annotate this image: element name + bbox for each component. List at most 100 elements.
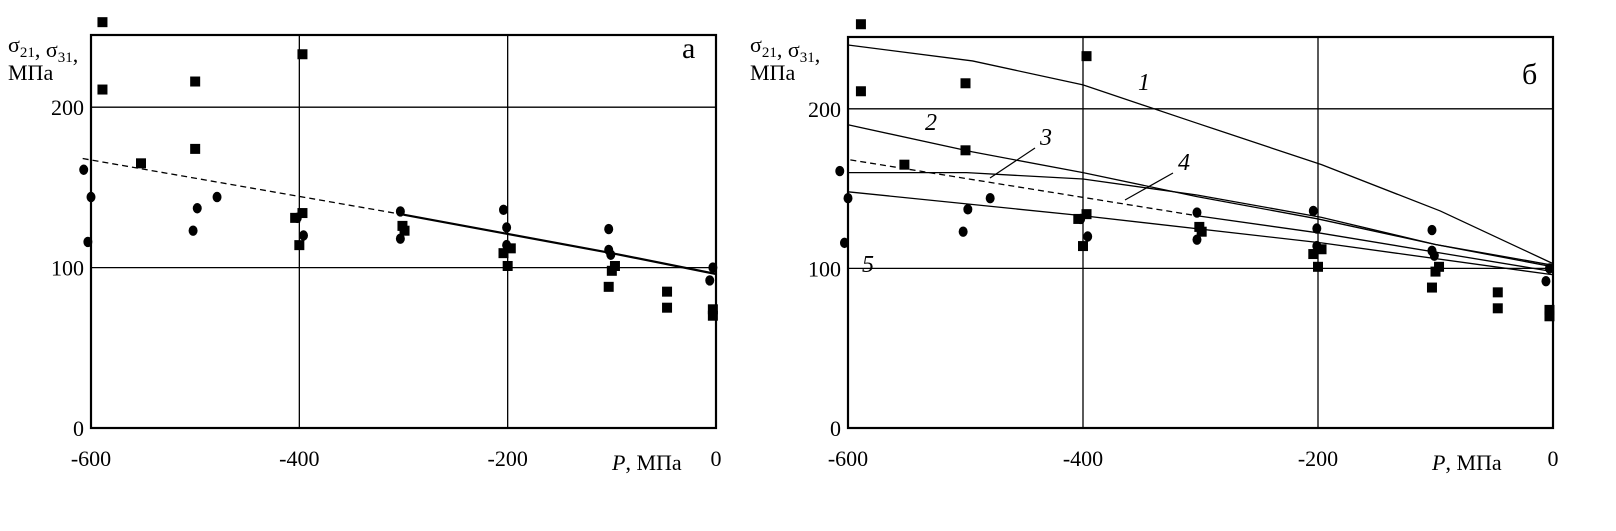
data-point-square: [707, 304, 718, 315]
y-axis-label: σ21, σ31,: [8, 32, 78, 67]
data-point-square: [505, 243, 516, 254]
data-point-square: [1492, 287, 1503, 298]
data-point-circle: [1541, 275, 1551, 287]
y-tick-label: 200: [51, 95, 84, 120]
label-part: ,: [777, 37, 788, 62]
data-point-square: [136, 158, 146, 169]
data-point-square: [1078, 241, 1088, 252]
x-tick-label: 0: [1548, 446, 1559, 471]
data-point-square: [502, 260, 513, 271]
data-point-square: [855, 19, 866, 30]
data-point-square: [960, 78, 971, 89]
data-point-square: [297, 49, 308, 60]
data-point-square: [960, 145, 971, 156]
data-point-circle: [843, 192, 853, 204]
data-point-circle: [502, 222, 512, 233]
data-point-square: [707, 310, 718, 321]
data-point-circle: [958, 226, 968, 237]
x-axis-label: P, МПа: [1431, 450, 1502, 475]
data-point-circle: [212, 191, 222, 203]
data-point-square: [1544, 304, 1555, 315]
data-point-circle: [79, 164, 89, 175]
data-point-circle: [499, 204, 508, 216]
series-line-1: [847, 44, 1554, 265]
y-tick-label: 100: [51, 256, 84, 281]
curve-label-2: 2: [925, 110, 937, 136]
data-point-square: [399, 225, 410, 236]
data-point-circle: [395, 206, 405, 217]
series-line-dashed-fit: [82, 157, 404, 216]
data-point-circle: [708, 262, 718, 273]
data-point-circle: [395, 233, 405, 244]
data-point-square: [603, 281, 614, 292]
series-line-4: [850, 159, 1198, 217]
curve-label-1: 1: [1138, 70, 1150, 96]
data-point-circle: [292, 212, 302, 224]
data-point-circle: [1308, 205, 1318, 217]
data-point-square: [294, 240, 305, 251]
x-tick-label: -200: [1298, 446, 1338, 471]
series-line-4-solid: [1196, 215, 1554, 273]
panel-label: а: [682, 32, 695, 65]
data-point-circle: [604, 223, 614, 235]
x-axis-unit: , МПа: [1445, 450, 1501, 475]
data-point-circle: [1192, 234, 1202, 245]
data-point-square: [1316, 244, 1327, 255]
x-tick-label: 0: [711, 446, 722, 471]
data-point-square: [1492, 303, 1503, 314]
leader-line-3: [989, 147, 1036, 179]
data-point-circle: [1083, 231, 1093, 242]
data-point-circle: [1076, 213, 1086, 225]
data-point-square: [498, 248, 509, 259]
label-part: ,: [35, 37, 46, 62]
data-point-square: [662, 302, 673, 313]
curve-label-4: 4: [1178, 150, 1190, 176]
data-point-circle: [963, 204, 973, 215]
data-point-square: [899, 159, 910, 170]
data-point-square: [1081, 209, 1092, 220]
label-part: ,: [815, 42, 821, 67]
data-point-circle: [705, 275, 715, 286]
subscript: 21: [20, 45, 35, 61]
data-point-square: [609, 260, 620, 271]
y-axis-unit: МПа: [8, 60, 53, 85]
plot-frame: [846, 35, 1555, 430]
label-part: σ: [46, 37, 58, 62]
data-point-circle: [1429, 250, 1439, 261]
x-tick-label: -400: [279, 446, 319, 471]
data-point-circle: [188, 225, 198, 236]
data-point-square: [662, 286, 673, 297]
leader-line-4: [1124, 172, 1174, 201]
data-point-circle: [86, 191, 96, 203]
data-point-square: [1434, 261, 1445, 272]
data-point-circle: [985, 192, 995, 204]
data-point-square: [190, 76, 201, 87]
data-point-circle: [1427, 224, 1437, 236]
curve-label-3: 3: [1039, 125, 1052, 151]
y-tick-label: 100: [808, 256, 841, 281]
data-point-square: [97, 17, 108, 28]
curve-label-5: 5: [862, 252, 874, 278]
data-point-square: [1426, 282, 1437, 293]
y-tick-label: 200: [808, 97, 841, 122]
data-point-square: [1196, 226, 1207, 237]
data-point-square: [1308, 249, 1319, 260]
series-line-3: [848, 172, 1554, 268]
x-tick-label: -600: [71, 446, 111, 471]
data-point-square: [190, 143, 201, 154]
data-point-square: [1313, 261, 1323, 272]
data-point-circle: [839, 237, 849, 249]
label-part: σ: [8, 32, 20, 57]
data-point-circle: [1312, 240, 1322, 252]
y-axis-unit: МПа: [750, 60, 795, 85]
subscript: 31: [58, 50, 73, 66]
subscript: 21: [762, 45, 777, 61]
x-axis-unit: , МПа: [625, 450, 681, 475]
data-point-square: [1081, 51, 1092, 62]
series-line-solid-fit: [403, 213, 717, 276]
label-part: σ: [788, 37, 800, 62]
label-part: ,: [73, 42, 79, 67]
